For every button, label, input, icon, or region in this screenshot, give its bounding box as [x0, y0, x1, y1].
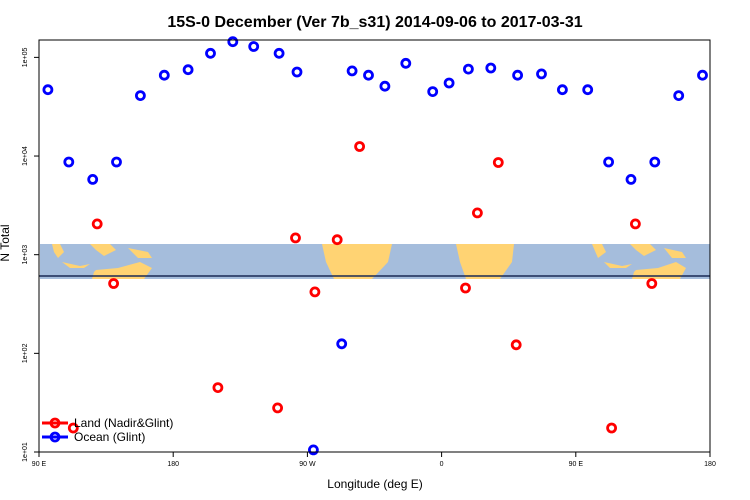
ocean-point	[205, 47, 216, 59]
background-map	[39, 244, 710, 279]
ocean-point	[87, 173, 99, 185]
y-axis-label: N Total	[0, 224, 12, 261]
land-point	[510, 339, 522, 351]
x-tick-label: 180	[704, 461, 716, 468]
ocean-point	[443, 77, 455, 89]
y-axis: 1e+01 1e+02 1e+03 1e+04 1e+05	[22, 47, 39, 462]
ocean-point	[536, 68, 547, 80]
map-landmass	[604, 262, 632, 268]
ocean-point	[134, 90, 146, 101]
ocean-point	[625, 173, 637, 185]
ocean-point	[307, 444, 319, 456]
map-landmass	[592, 244, 606, 258]
map-landmass	[630, 244, 656, 256]
y-tick-label: 1e+01	[22, 442, 29, 462]
ocean-point	[673, 90, 685, 101]
legend-label: Land (Nadir&Glint)	[74, 416, 173, 430]
legend: Land (Nadir&Glint)Ocean (Glint)	[42, 416, 173, 444]
y-tick-label: 1e+05	[22, 47, 29, 67]
land-point	[460, 282, 471, 294]
ocean-point	[346, 65, 358, 77]
y-tick-label: 1e+02	[22, 343, 29, 363]
ocean-point	[336, 338, 348, 350]
data-marks	[42, 36, 708, 456]
legend-marker	[49, 431, 61, 443]
land-point	[309, 286, 321, 298]
ocean-point	[42, 84, 54, 96]
map-landmass	[92, 262, 152, 279]
legend-label: Ocean (Glint)	[74, 430, 145, 444]
map-landmass	[664, 248, 686, 258]
ocean-point	[462, 63, 474, 75]
x-tick-label: 180	[167, 461, 179, 468]
map-landmass	[322, 244, 392, 279]
legend-marker	[49, 417, 61, 429]
land-point	[108, 278, 119, 289]
ocean-point	[227, 36, 239, 48]
land-point	[67, 422, 79, 434]
ocean-point	[63, 156, 75, 168]
land-point	[492, 157, 504, 168]
land-point	[272, 402, 284, 414]
ocean-point	[111, 156, 122, 168]
ocean-point	[512, 69, 523, 81]
ocean-point	[582, 84, 594, 96]
land-point	[290, 232, 301, 244]
ocean-point	[248, 41, 260, 52]
land-point	[606, 422, 617, 434]
x-tick-label: 90 E	[569, 461, 584, 468]
ocean-point	[697, 69, 708, 81]
y-tick-label: 1e+04	[22, 146, 29, 166]
land-point	[471, 207, 483, 219]
x-axis-label: Longitude (deg E)	[327, 477, 422, 491]
chart-title: 15S-0 December (Ver 7b_s31) 2014-09-06 t…	[167, 14, 582, 31]
ocean-point	[485, 62, 497, 74]
x-axis: 90 E 180 90 W 0 90 E 180	[32, 452, 716, 468]
land-point	[331, 234, 343, 246]
land-point	[354, 141, 366, 152]
plot-frame	[38, 39, 711, 453]
x-tick-label: 0	[440, 461, 444, 468]
ocean-point	[400, 57, 412, 69]
map-landmass	[90, 244, 116, 256]
map-landmass	[62, 262, 90, 268]
ocean-point	[273, 47, 285, 59]
ocean-point	[557, 84, 568, 96]
ocean-point	[649, 156, 661, 168]
land-point	[91, 218, 103, 230]
ocean-point	[158, 69, 170, 81]
map-landmass	[456, 244, 514, 279]
ocean-point	[291, 66, 303, 78]
x-tick-label: 90 W	[299, 461, 316, 468]
ocean-point	[363, 69, 374, 81]
map-land	[52, 244, 686, 279]
x-tick-label: 90 E	[32, 461, 47, 468]
land-point	[212, 382, 224, 394]
land-point	[630, 218, 641, 230]
map-landmass	[632, 262, 686, 279]
y-tick-label: 1e+03	[22, 245, 29, 265]
ocean-point	[427, 86, 439, 97]
ocean-point	[182, 64, 194, 76]
land-point	[646, 278, 658, 289]
map-landmass	[128, 248, 152, 258]
map-landmass	[52, 244, 64, 258]
ocean-point	[603, 156, 614, 168]
ocean-point	[379, 80, 391, 92]
